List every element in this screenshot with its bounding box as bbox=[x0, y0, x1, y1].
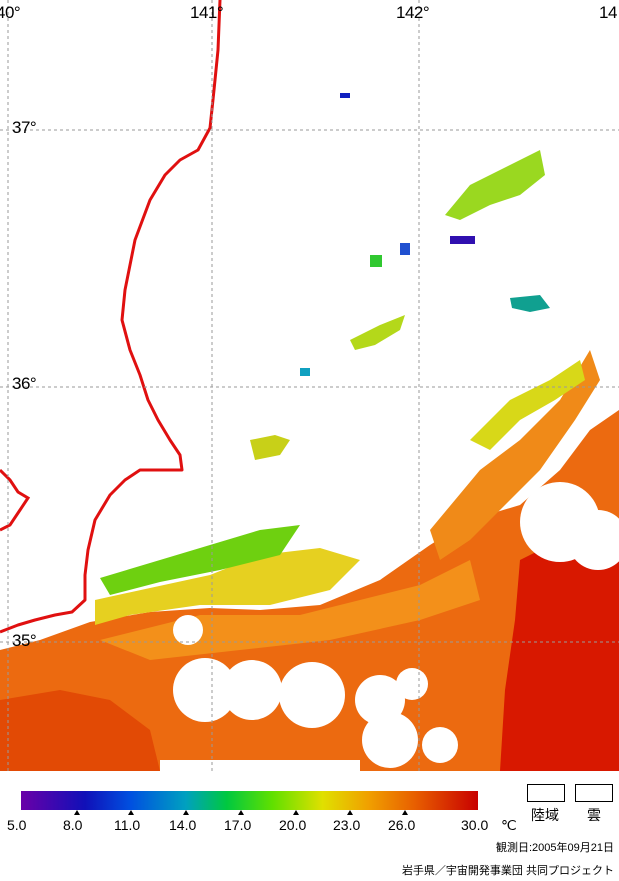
colorbar-tick-label: 14.0 bbox=[169, 817, 197, 833]
sst-patch-north bbox=[445, 150, 545, 220]
sst-patch-purple bbox=[450, 236, 475, 244]
colorbar-tick-mark bbox=[238, 810, 244, 815]
colorbar-tick-label: 17.0 bbox=[224, 817, 252, 833]
sst-green-band bbox=[100, 525, 300, 595]
colorbar-tick-label: 30.0 bbox=[461, 817, 489, 833]
cloud-hole bbox=[279, 662, 345, 728]
colorbar-tick-label: 5.0 bbox=[7, 817, 27, 833]
cloud-hole bbox=[362, 712, 418, 768]
sst-patch-mid bbox=[350, 315, 405, 350]
colorbar-tick-mark bbox=[402, 810, 408, 815]
cloud-hole bbox=[160, 760, 360, 771]
cloud-hole bbox=[422, 727, 458, 763]
colorbar-tick-label: 26.0 bbox=[388, 817, 416, 833]
colorbar-tick-mark bbox=[74, 810, 80, 815]
lat-label-35: 35° bbox=[12, 631, 37, 650]
lon-label-142: 142° bbox=[396, 3, 430, 22]
sst-hot-patch bbox=[0, 690, 160, 771]
lat-label-37: 37° bbox=[12, 118, 37, 137]
colorbar-tick-mark bbox=[183, 810, 189, 815]
sst-orange-east bbox=[430, 350, 600, 560]
colorbar-tick-mark bbox=[128, 810, 134, 815]
cloud-hole bbox=[568, 510, 619, 570]
lon-label-140: 40° bbox=[0, 3, 21, 22]
lat-label-36: 36° bbox=[12, 374, 37, 393]
sst-yellow-band bbox=[95, 548, 360, 625]
cloud-hole bbox=[222, 660, 282, 720]
colorbar-tick-label: 11.0 bbox=[114, 817, 141, 833]
land-legend-label: 陸域 bbox=[531, 807, 559, 823]
colorbar-tick-label: 23.0 bbox=[333, 817, 361, 833]
coastline bbox=[0, 0, 222, 634]
cloud-legend-swatch bbox=[575, 784, 613, 802]
credit-line: 岩手県／宇宙開発事業団 共同プロジェクト bbox=[401, 865, 614, 877]
sst-patch-blue bbox=[400, 243, 410, 255]
colorbar-unit: ℃ bbox=[501, 817, 517, 833]
land-area bbox=[0, 0, 220, 632]
colorbar-tick-label: 8.0 bbox=[63, 817, 83, 833]
sst-patch-blue2 bbox=[340, 93, 350, 98]
observation-date: 観測日:2005年09月21日 bbox=[496, 842, 614, 854]
sst-yellow-east bbox=[470, 360, 585, 450]
cloud-legend-label: 雲 bbox=[587, 807, 601, 823]
sst-patch-green bbox=[370, 255, 382, 267]
sst-warm-region bbox=[0, 410, 619, 771]
sst-patch-teal bbox=[510, 295, 550, 312]
cloud-hole bbox=[173, 615, 203, 645]
lon-label-143: 14 bbox=[599, 3, 617, 22]
colorbar-tick-mark bbox=[347, 810, 353, 815]
lon-label-141: 141° bbox=[190, 3, 224, 22]
sst-patch-mid2 bbox=[250, 435, 290, 460]
temperature-colorbar bbox=[21, 791, 478, 810]
sst-hot-region bbox=[500, 520, 619, 771]
coastline-west bbox=[0, 468, 31, 532]
cloud-hole bbox=[396, 668, 428, 700]
colorbar-tick-label: 20.0 bbox=[279, 817, 307, 833]
cloud-hole bbox=[173, 658, 237, 722]
sst-patch-cyan bbox=[300, 368, 310, 376]
colorbar-tick-mark bbox=[293, 810, 299, 815]
land-legend-swatch bbox=[527, 784, 565, 802]
